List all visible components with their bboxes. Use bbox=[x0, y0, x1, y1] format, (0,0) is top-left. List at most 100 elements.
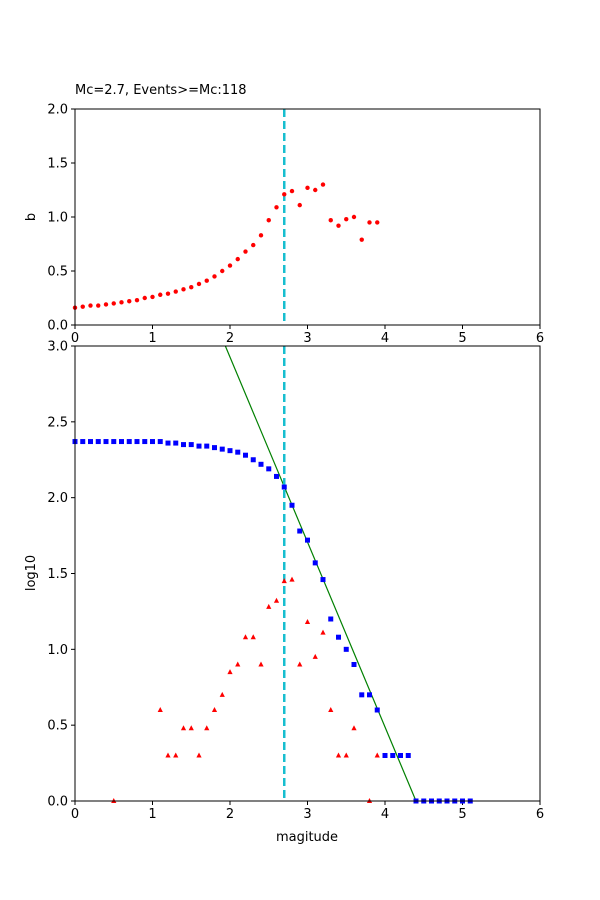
blue-square-point bbox=[258, 461, 264, 467]
blue-square-point bbox=[150, 439, 155, 445]
red-triangle-point bbox=[289, 576, 295, 582]
x-tick-label: 3 bbox=[303, 331, 311, 346]
red-triangle-point bbox=[351, 725, 357, 731]
y-tick-label: 0.0 bbox=[47, 795, 68, 810]
red-circle-point bbox=[142, 295, 147, 301]
blue-square-point bbox=[243, 452, 248, 458]
red-circle-point bbox=[80, 304, 85, 309]
x-tick-label: 2 bbox=[226, 331, 234, 346]
blue-square-point bbox=[88, 439, 93, 445]
red-triangle-point bbox=[227, 669, 233, 675]
red-circle-point bbox=[243, 249, 248, 254]
red-circle-point bbox=[282, 192, 287, 197]
red-triangle-point bbox=[266, 603, 272, 609]
red-circle-point bbox=[103, 302, 109, 307]
blue-square-point bbox=[95, 439, 101, 445]
red-triangle-point bbox=[165, 752, 171, 758]
blue-square-point bbox=[266, 466, 272, 472]
blue-square-point bbox=[103, 439, 109, 445]
red-triangle-point bbox=[188, 725, 194, 731]
x-tick-label: 1 bbox=[148, 807, 156, 822]
red-circle-point bbox=[336, 223, 341, 228]
y-tick-label: 0.0 bbox=[47, 319, 68, 334]
red-triangle-point bbox=[297, 661, 303, 667]
red-triangle-point bbox=[320, 629, 326, 635]
blue-square-point bbox=[297, 528, 303, 534]
x-tick-label: 5 bbox=[458, 807, 466, 822]
b-value-panel: Mc=2.7, Events>=Mc:118 b 0 1 2 3 4 5 6 0.0 0.5 1.… bbox=[24, 83, 544, 346]
red-triangle-point bbox=[328, 707, 334, 712]
blue-square-point bbox=[188, 442, 194, 448]
red-circle-point bbox=[274, 205, 279, 210]
red-triangle-point bbox=[250, 634, 256, 640]
red-circle-point bbox=[227, 263, 233, 268]
red-circle-point bbox=[88, 303, 93, 308]
blue-square-point bbox=[351, 662, 357, 667]
red-circle-point bbox=[127, 299, 132, 304]
fit-line bbox=[224, 345, 417, 802]
red-circle-point bbox=[305, 185, 310, 191]
blue-square-point bbox=[382, 753, 388, 758]
blue-square-point bbox=[274, 473, 279, 479]
red-circle-point bbox=[158, 292, 163, 297]
blue-square-point bbox=[305, 537, 310, 543]
fmd-panel-frame bbox=[74, 345, 541, 802]
red-circle-point bbox=[96, 303, 101, 308]
blue-square-point bbox=[320, 577, 326, 583]
fmd-panel-ylabel: log10 bbox=[24, 555, 39, 591]
blue-square-point bbox=[328, 616, 334, 622]
fmd-panel-lines bbox=[224, 345, 417, 802]
red-circle-point bbox=[258, 233, 264, 238]
red-triangle-point bbox=[196, 752, 202, 758]
red-triangle-point bbox=[312, 653, 318, 659]
y-tick-label: 0.5 bbox=[47, 265, 68, 280]
red-triangle-point bbox=[235, 661, 241, 667]
red-circle-point bbox=[289, 188, 295, 194]
x-tick-label: 5 bbox=[458, 331, 466, 346]
blue-square-point bbox=[336, 634, 341, 640]
red-circle-point bbox=[111, 301, 116, 306]
red-triangle-point bbox=[204, 725, 210, 731]
b-panel-points bbox=[72, 182, 380, 310]
red-triangle-point bbox=[273, 597, 280, 603]
blue-square-point bbox=[367, 692, 372, 698]
blue-square-point bbox=[111, 439, 117, 445]
x-tick-label: 4 bbox=[381, 331, 389, 346]
x-tick-label: 0 bbox=[71, 807, 79, 822]
fmd-panel-ticks: 0 1 2 3 4 5 6 0.0 0.5 1.0 1.5 2.0 2.5 3.0 bbox=[47, 340, 544, 823]
y-tick-label: 3.0 bbox=[47, 340, 68, 355]
x-tick-label: 3 bbox=[303, 807, 311, 822]
red-triangle-point bbox=[242, 634, 249, 640]
red-circle-point bbox=[359, 237, 364, 242]
y-tick-label: 1.0 bbox=[47, 643, 68, 658]
red-circle-point bbox=[181, 287, 186, 292]
red-circle-point bbox=[351, 214, 357, 220]
red-triangle-point bbox=[258, 661, 264, 667]
red-circle-point bbox=[134, 297, 140, 303]
red-triangle-point bbox=[211, 707, 218, 712]
red-triangle-point bbox=[219, 691, 225, 697]
y-tick-label: 0.5 bbox=[47, 719, 68, 734]
red-circle-point bbox=[344, 216, 349, 222]
red-circle-point bbox=[328, 218, 333, 223]
x-tick-label: 4 bbox=[381, 807, 389, 822]
b-panel-title: Mc=2.7, Events>=Mc:118 bbox=[75, 83, 247, 98]
red-triangle-point bbox=[374, 752, 380, 758]
red-triangle-point bbox=[335, 752, 342, 758]
blue-square-point bbox=[212, 445, 217, 451]
blue-square-point bbox=[312, 560, 318, 566]
red-circle-point bbox=[235, 256, 240, 262]
b-panel-ticks: 0 1 2 3 4 5 6 0.0 0.5 1.0 1.5 2.0 bbox=[47, 103, 544, 347]
y-tick-label: 2.0 bbox=[47, 491, 68, 506]
blue-square-point bbox=[219, 446, 225, 452]
red-circle-point bbox=[375, 220, 380, 225]
red-circle-point bbox=[165, 291, 171, 296]
red-circle-point bbox=[320, 182, 326, 187]
fmd-panel-xlabel: magitude bbox=[276, 830, 338, 845]
x-tick-label: 6 bbox=[536, 807, 544, 822]
b-panel-frame bbox=[74, 108, 541, 326]
x-tick-label: 2 bbox=[226, 807, 234, 822]
red-triangle-point bbox=[304, 619, 311, 625]
